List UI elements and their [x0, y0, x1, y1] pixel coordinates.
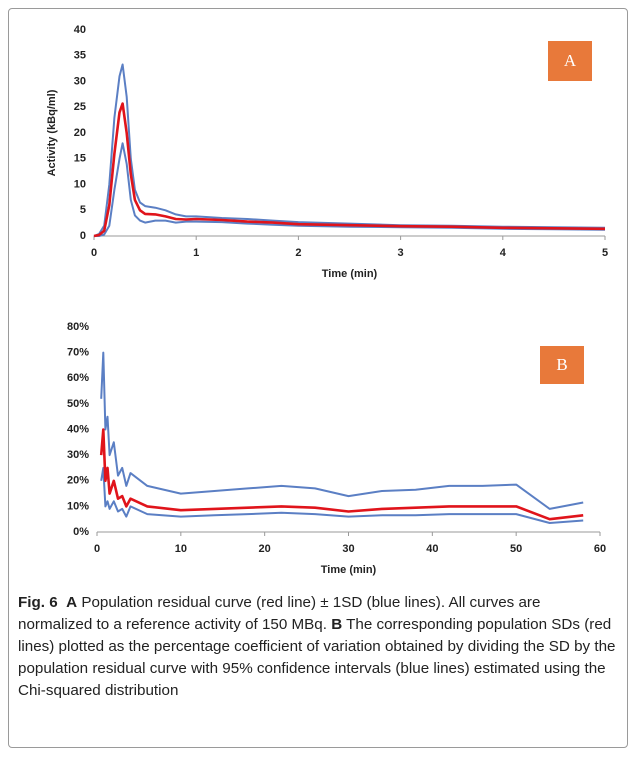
x-tick-label: 0 — [91, 247, 97, 259]
caption: Fig. 6 A Population residual curve (red … — [18, 592, 618, 702]
x-axis-label: Time (min) — [321, 564, 377, 576]
y-tick-label: 15 — [74, 153, 86, 165]
y-tick-label: 35 — [74, 50, 86, 62]
panel-label: A — [564, 51, 577, 70]
y-axis-label: Activity (kBq/ml) — [46, 89, 58, 176]
x-tick-label: 3 — [398, 247, 404, 259]
y-tick-label: 10% — [67, 500, 89, 512]
caption-text: The corresponding population SDs (red li… — [18, 616, 616, 699]
series-line — [100, 351, 584, 510]
y-tick-label: 30% — [67, 449, 89, 461]
x-tick-label: 4 — [500, 247, 507, 259]
y-tick-label: 25 — [74, 101, 86, 113]
series-line — [94, 142, 606, 237]
panel-label: B — [556, 355, 567, 374]
series-line — [93, 102, 606, 238]
panel-label-box — [548, 41, 592, 81]
panel-label-box — [540, 346, 584, 384]
x-tick-label: 20 — [259, 543, 271, 555]
y-tick-label: 80% — [67, 321, 89, 333]
y-tick-label: 20% — [67, 475, 89, 487]
x-tick-label: 1 — [193, 247, 199, 259]
y-tick-label: 30 — [74, 75, 86, 87]
y-tick-label: 60% — [67, 372, 89, 384]
x-tick-label: 40 — [426, 543, 438, 555]
series-line — [93, 63, 606, 237]
series-line — [100, 466, 584, 524]
figure-frame — [8, 8, 628, 748]
series-line — [99, 428, 584, 521]
y-tick-label: 10 — [74, 178, 86, 190]
x-tick-label: 50 — [510, 543, 522, 555]
y-tick-label: 50% — [67, 398, 89, 410]
panel-ref: B — [331, 616, 343, 633]
x-tick-label: 5 — [602, 247, 608, 259]
y-tick-label: 40 — [74, 24, 86, 36]
caption-text: Population residual curve (red line) ± 1… — [18, 594, 541, 633]
x-tick-label: 10 — [175, 543, 187, 555]
y-tick-label: 0% — [73, 526, 89, 538]
y-tick-label: 40% — [67, 423, 89, 435]
x-tick-label: 2 — [295, 247, 301, 259]
panel-ref: A — [66, 594, 78, 611]
x-tick-label: 60 — [594, 543, 606, 555]
y-tick-label: 20 — [74, 127, 86, 139]
x-axis-label: Time (min) — [322, 268, 378, 280]
x-tick-label: 30 — [342, 543, 354, 555]
figure-label: Fig. 6 — [18, 594, 58, 611]
x-tick-label: 0 — [94, 543, 100, 555]
y-tick-label: 5 — [80, 204, 86, 216]
charts: 0 5 10 15 20 25 30 35 40 0 1 2 3 4 5 Time (min) Activity… — [46, 24, 608, 576]
y-tick-label: 70% — [67, 347, 89, 359]
y-tick-label: 0 — [80, 230, 86, 242]
